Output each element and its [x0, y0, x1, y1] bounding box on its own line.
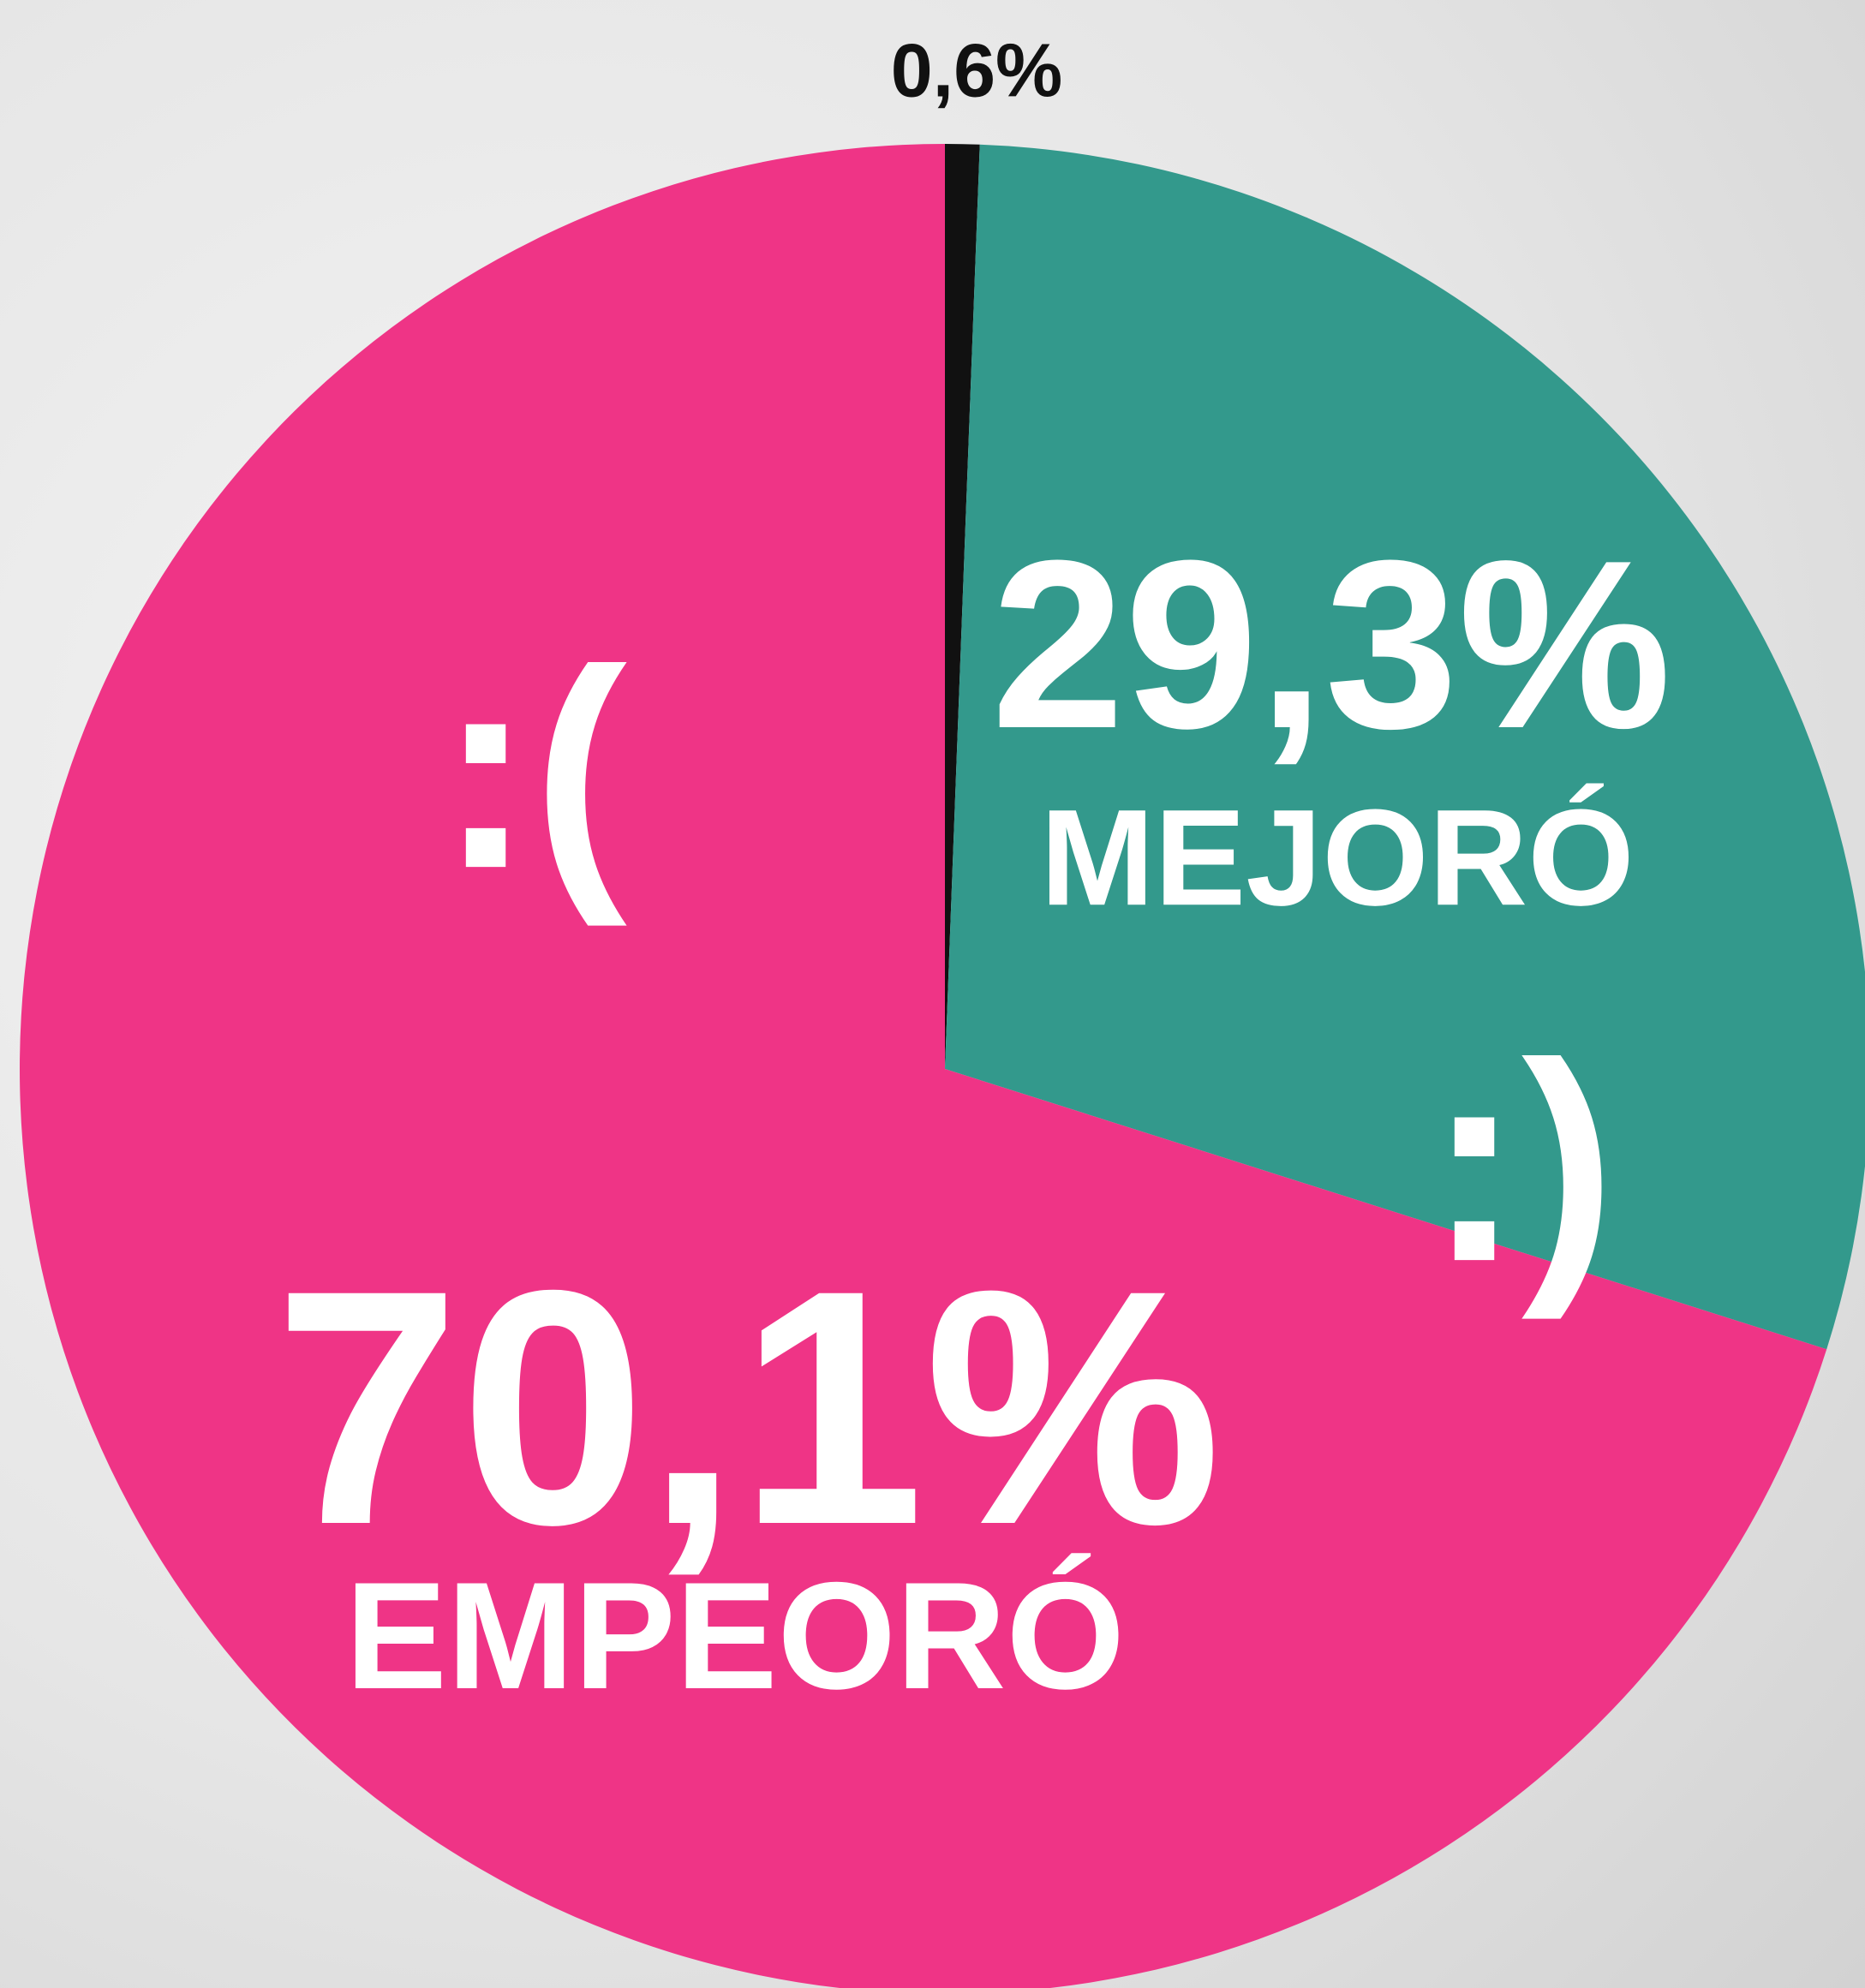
pie-slice: [20, 144, 1827, 1988]
category-label: MEJORÓ: [1040, 780, 1634, 934]
value-label: 29,3%: [991, 511, 1671, 779]
pie-slice: [945, 144, 1865, 1350]
pie-slice: [945, 144, 980, 1069]
annotation: :): [1427, 1004, 1616, 1322]
value-label: 0,6%: [891, 27, 1063, 112]
category-label: EMPEORÓ: [345, 1550, 1125, 1721]
value-label: 70,1%: [274, 1221, 1222, 1594]
slices: [20, 144, 1865, 1988]
annotation: :(: [439, 611, 630, 928]
